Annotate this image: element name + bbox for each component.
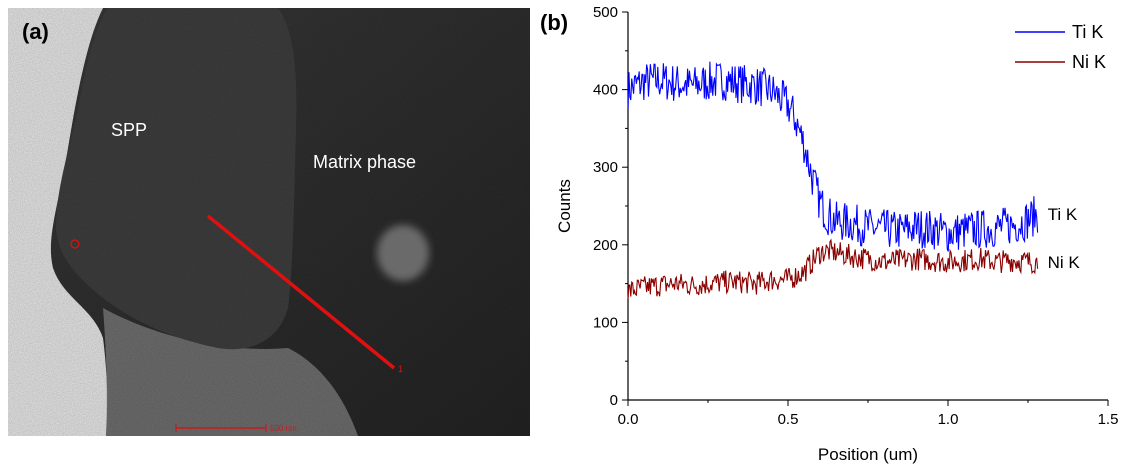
point-marker (70, 239, 80, 249)
series-line-ni-k (627, 238, 1039, 300)
line-scan (206, 214, 396, 370)
y-tick-label: 200 (593, 237, 618, 254)
x-tick-label: 0.5 (778, 411, 799, 428)
y-tick-label: 500 (593, 4, 618, 21)
panel-b-label: (b) (540, 10, 568, 35)
y-tick-label: 400 (593, 82, 618, 99)
line-scan-end-label: 1 (398, 364, 403, 374)
series-end-label-ti-k: Ti K (1048, 205, 1078, 224)
matrix-texture (8, 8, 530, 436)
y-tick-label: 0 (610, 392, 618, 409)
y-tick-label: 300 (593, 159, 618, 176)
y-tick-label: 100 (593, 314, 618, 331)
y-axis-label: Counts (555, 179, 574, 233)
legend-label-ni-k: Ni K (1072, 52, 1106, 72)
series-end-label-ni-k: Ni K (1048, 253, 1081, 272)
x-tick-label: 0.0 (618, 411, 639, 428)
panel-a-label: (a) (22, 19, 49, 44)
x-tick-label: 1.5 (1098, 411, 1119, 428)
matrix-phase-label: Matrix phase (313, 152, 416, 172)
line-chart: (b) 0 100 200 300 400 500 0.0 0.5 1.0 1.5 Position… (540, 4, 1119, 464)
series-line-ti-k (627, 61, 1039, 252)
micrograph-panel: 1 500 nm (a) SPP Matrix phase (8, 8, 530, 436)
precipitate (377, 225, 429, 281)
x-axis-label: Position (um) (818, 445, 918, 464)
spp-label: SPP (111, 120, 147, 140)
scale-bar-label: 500 nm (270, 424, 297, 433)
legend-label-ti-k: Ti K (1072, 22, 1103, 42)
x-tick-label: 1.0 (938, 411, 959, 428)
